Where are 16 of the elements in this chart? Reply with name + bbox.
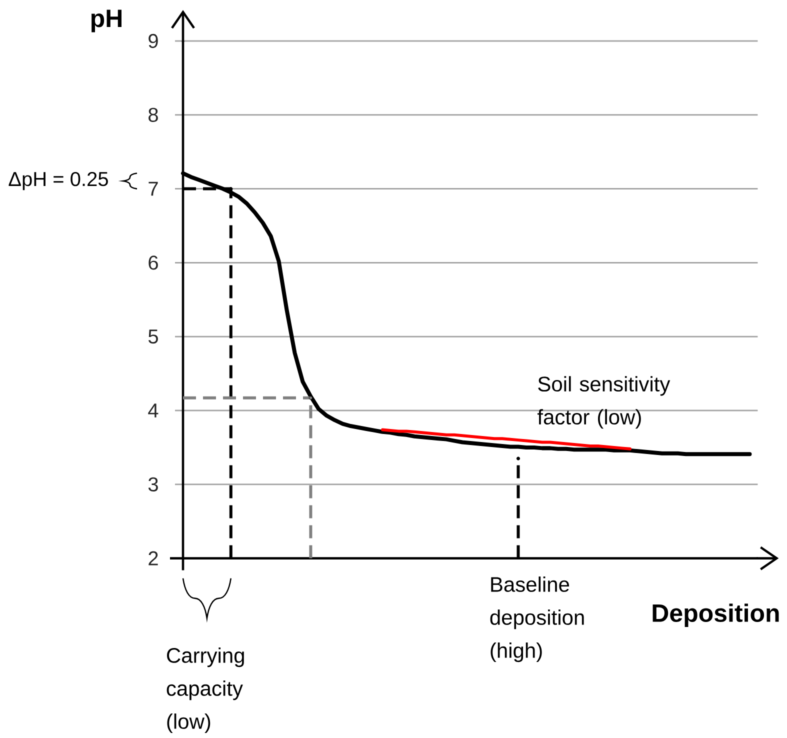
y-tick-label: 7 bbox=[148, 182, 158, 196]
y-tick-label: 2 bbox=[148, 551, 158, 566]
y-tick-label: 3 bbox=[148, 477, 158, 492]
y-axis-title: pH bbox=[91, 10, 122, 32]
y-tick-label: 8 bbox=[148, 108, 158, 122]
point bbox=[308, 396, 313, 400]
point bbox=[516, 456, 520, 460]
text: Carrying capacity (low) bbox=[166, 647, 244, 734]
y-tick-label: 4 bbox=[148, 404, 158, 418]
y-tick-label: 5 bbox=[148, 330, 158, 344]
text: Baseline deposition (high) bbox=[490, 576, 584, 662]
y-tick-label: 9 bbox=[148, 34, 158, 48]
text: ΔpH = 0.25 bbox=[8, 172, 108, 190]
annotation: Soil sensitivity factor (low) bbox=[537, 376, 670, 429]
y-tick-label: 6 bbox=[148, 256, 158, 270]
x-axis-title: Deposition bbox=[652, 604, 779, 627]
